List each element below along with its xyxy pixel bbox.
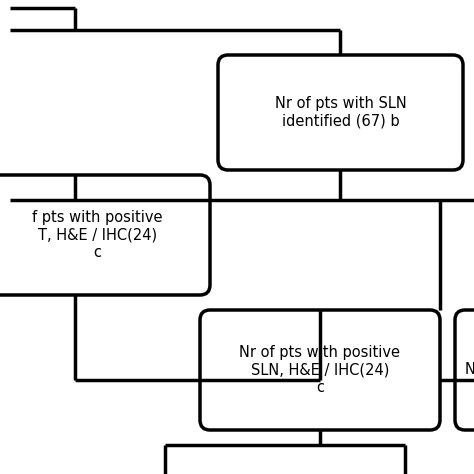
Text: f pts with positive
T, H&E / IHC(24)
c: f pts with positive T, H&E / IHC(24) c <box>32 210 163 260</box>
FancyBboxPatch shape <box>0 175 210 295</box>
Text: N: N <box>465 363 474 377</box>
FancyBboxPatch shape <box>218 55 463 170</box>
FancyBboxPatch shape <box>455 310 474 430</box>
Text: Nr of pts with positive
SLN, H&E / IHC(24)
c: Nr of pts with positive SLN, H&E / IHC(2… <box>239 345 401 395</box>
FancyBboxPatch shape <box>200 310 440 430</box>
Text: Nr of pts with SLN
identified (67) b: Nr of pts with SLN identified (67) b <box>274 96 406 129</box>
